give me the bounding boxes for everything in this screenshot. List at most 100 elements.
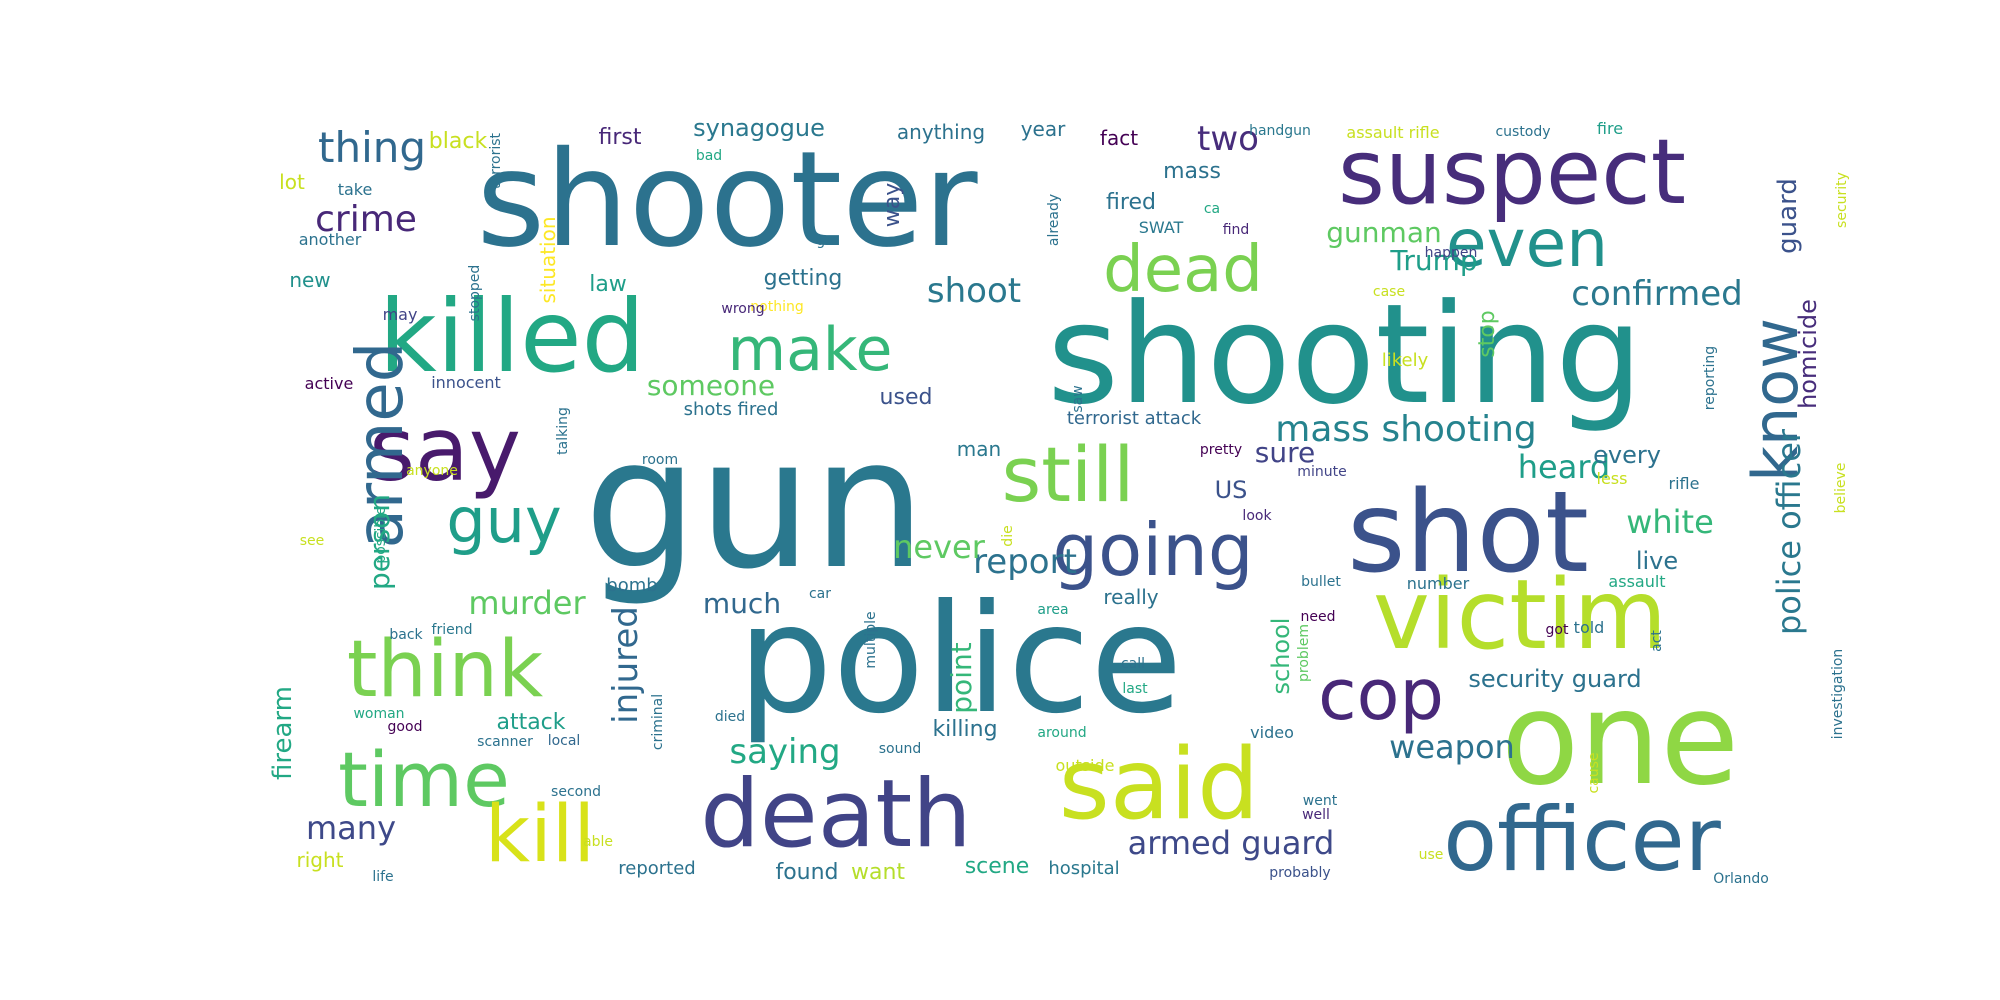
word-law: law: [589, 272, 627, 297]
word-rifle: rifle: [1668, 474, 1700, 493]
word-room: room: [641, 452, 679, 468]
word-point: point: [945, 642, 978, 714]
word-cop: cop: [1318, 654, 1444, 736]
word-firearm: firearm: [268, 686, 298, 780]
word-shot: shot: [1347, 468, 1589, 598]
word-area: area: [1037, 602, 1069, 618]
word-already: already: [1046, 193, 1062, 247]
word-minute: minute: [1297, 464, 1347, 480]
word-second: second: [551, 784, 601, 800]
word-terrorist: terrorist: [488, 132, 504, 190]
word-see: see: [299, 533, 325, 549]
word-year: year: [1020, 117, 1066, 141]
word-really: really: [1103, 585, 1159, 609]
word-stopped: stopped: [467, 264, 483, 322]
word-look: look: [1242, 508, 1272, 524]
word-heard: heard: [1517, 448, 1611, 486]
word-bomb: bomb: [606, 575, 658, 596]
word-guard: guard: [1773, 178, 1803, 254]
word-thing: thing: [317, 123, 427, 172]
word-active: active: [304, 374, 354, 393]
word-anything: anything: [896, 120, 986, 144]
word-officer: officer: [1443, 788, 1721, 891]
word-bullet: bullet: [1301, 574, 1341, 590]
word-someone: someone: [646, 369, 776, 402]
word-even: even: [1445, 205, 1609, 282]
word-said: said: [1058, 728, 1260, 842]
word-well: well: [1302, 807, 1330, 823]
word-every: every: [1593, 441, 1661, 469]
word-die: die: [1000, 525, 1016, 547]
word-handgun: handgun: [1249, 123, 1311, 139]
word-able: able: [583, 834, 613, 850]
word-suspect: suspect: [1337, 120, 1687, 225]
word-murder: murder: [468, 584, 586, 622]
word-assault-rifle: assault rifle: [1346, 123, 1440, 142]
word-shoot: shoot: [926, 271, 1022, 311]
word-bad: bad: [695, 148, 723, 164]
word-reporting: reporting: [1702, 345, 1718, 411]
word-shooter: shooter: [476, 123, 978, 277]
word-guy: guy: [446, 484, 562, 557]
word-school: school: [1267, 617, 1295, 695]
word-getting: getting: [763, 266, 843, 291]
word-saw: saw: [1070, 385, 1086, 413]
word-gunman: gunman: [1326, 216, 1442, 249]
word-used: used: [879, 385, 933, 410]
word-go: go: [816, 233, 834, 249]
word-life: life: [372, 869, 394, 885]
word-time: time: [338, 735, 510, 824]
word-died: died: [714, 709, 746, 725]
word-anyone: anyone: [406, 463, 458, 479]
word-homicide: homicide: [1794, 299, 1822, 409]
word-need: need: [1300, 609, 1336, 625]
word-victim: victim: [1372, 559, 1668, 671]
word-man: man: [956, 437, 1002, 461]
word-crime: crime: [315, 199, 417, 240]
word-good: good: [387, 719, 423, 735]
word-cause: cause: [1586, 752, 1602, 794]
word-back: back: [389, 627, 423, 643]
word-found: found: [775, 860, 839, 885]
word-killing: killing: [932, 717, 998, 742]
word-never: never: [893, 528, 985, 566]
word-happen: happen: [1424, 245, 1478, 261]
word-mass: mass: [1163, 159, 1221, 184]
word-hospital: hospital: [1048, 858, 1120, 879]
word-possible: possible: [373, 506, 389, 564]
word-got: got: [1545, 622, 1569, 638]
word-fire: fire: [1596, 119, 1624, 138]
word-armed-guard: armed guard: [1127, 824, 1335, 862]
word-believe: believe: [1833, 462, 1849, 514]
word-friend: friend: [431, 622, 473, 638]
word-saying: saying: [729, 732, 841, 772]
word-probably: probably: [1269, 865, 1331, 881]
word-find: find: [1222, 222, 1250, 238]
word-death: death: [700, 760, 972, 869]
word-terrorist-attack: terrorist attack: [1066, 408, 1202, 429]
word-killed: killed: [378, 278, 646, 395]
word-trump: Trump: [1390, 244, 1478, 277]
word-situation: situation: [536, 216, 560, 304]
word-injured: injured: [606, 606, 646, 724]
word-want: want: [850, 860, 906, 885]
word-may: may: [382, 305, 418, 324]
word-going: going: [1052, 508, 1254, 592]
word-act: act: [1649, 630, 1665, 652]
word-synagogue: synagogue: [693, 114, 825, 142]
word-outside: outside: [1055, 756, 1115, 775]
word-security-guard: security guard: [1468, 665, 1642, 693]
word-problem: problem: [1296, 624, 1312, 682]
word-case: case: [1372, 284, 1406, 300]
word-sound: sound: [878, 741, 922, 757]
word-us: US: [1214, 476, 1248, 504]
word-dead: dead: [1103, 233, 1263, 307]
word-many: many: [306, 809, 396, 847]
word-white: white: [1626, 503, 1714, 541]
word-police-officer: police officer: [1770, 428, 1808, 636]
word-custody: custody: [1495, 124, 1551, 140]
word-told: told: [1573, 618, 1605, 637]
word-mass-shooting: mass shooting: [1275, 409, 1537, 450]
word-two: two: [1197, 119, 1259, 159]
